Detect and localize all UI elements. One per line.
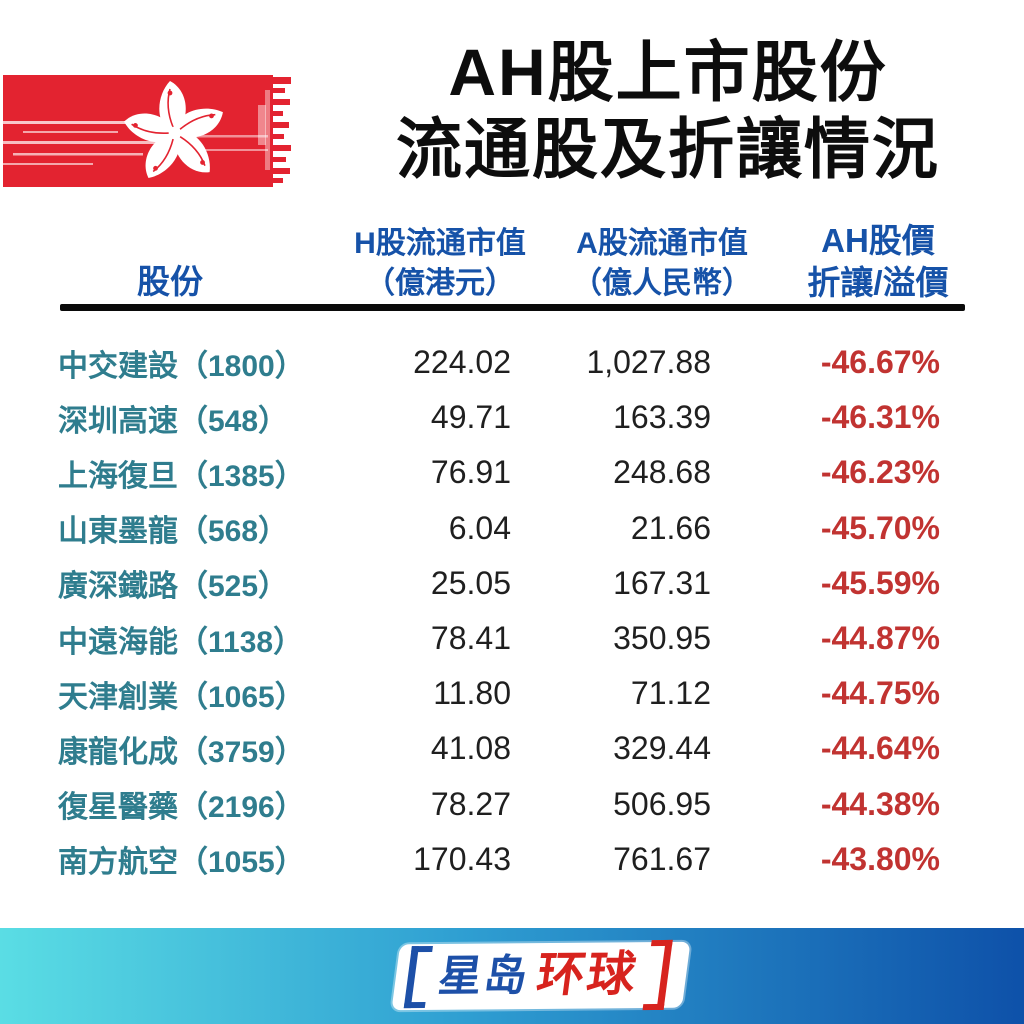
header-divider-line <box>60 304 965 311</box>
premium-value: -46.31% <box>820 399 940 436</box>
table-row: 廣深鐵路（525） 25.05 167.31 -45.59% <box>0 556 1024 611</box>
table-row: 山東墨龍（568） 6.04 21.66 -45.70% <box>0 501 1024 556</box>
a-cap-value: 248.68 <box>613 454 711 491</box>
page-title-line1: AH股上市股份 <box>448 35 888 109</box>
stock-name: 山東墨龍（568） <box>58 515 289 549</box>
logo-text-blue: 星岛 <box>435 951 533 1001</box>
logo-left-bracket-icon <box>403 945 433 1009</box>
column-header-a-cap: A股流通市值 （億人民幣） <box>572 227 752 300</box>
table-row: 深圳高速（548） 49.71 163.39 -46.31% <box>0 390 1024 445</box>
logo-right-bracket-icon <box>642 939 673 1011</box>
footer-banner: 星岛 环球 <box>0 928 1024 1024</box>
premium-value: -44.64% <box>820 730 940 767</box>
logo-text-red: 环球 <box>533 948 641 1003</box>
a-cap-value: 350.95 <box>613 620 711 657</box>
singtao-global-logo: 星岛 环球 <box>391 939 691 1011</box>
table-row: 中交建設（1800） 224.02 1,027.88 -46.67% <box>0 335 1024 390</box>
premium-value: -46.23% <box>820 454 940 491</box>
a-cap-value: 71.12 <box>630 675 711 712</box>
stock-name: 康龍化成（3759） <box>58 735 305 769</box>
stock-name: 南方航空（1055） <box>58 846 305 880</box>
h-cap-value: 78.41 <box>430 620 511 657</box>
stock-name: 中交建設（1800） <box>58 349 305 383</box>
table-row: 康龍化成（3759） 41.08 329.44 -44.64% <box>0 721 1024 776</box>
column-header-h-cap: H股流通市值 （億港元） <box>354 227 526 300</box>
h-cap-value: 49.71 <box>430 399 511 436</box>
a-cap-value: 163.39 <box>613 399 711 436</box>
table-row: 上海復旦（1385） 76.91 248.68 -46.23% <box>0 445 1024 500</box>
stock-name: 復星醫藥（2196） <box>58 791 305 825</box>
stock-name: 天津創業（1065） <box>58 680 305 714</box>
premium-value: -44.75% <box>820 675 940 712</box>
bauhinia-flower <box>119 81 229 186</box>
table-row: 天津創業（1065） 11.80 71.12 -44.75% <box>0 666 1024 721</box>
column-header-premium: AH股價 折讓/溢價 <box>807 222 949 301</box>
premium-value: -46.67% <box>820 344 940 381</box>
premium-value: -45.70% <box>820 509 940 546</box>
premium-value: -44.87% <box>820 620 940 657</box>
a-cap-value: 21.66 <box>630 509 711 546</box>
a-cap-value: 506.95 <box>613 785 711 822</box>
h-cap-value: 170.43 <box>413 840 511 877</box>
a-cap-value: 761.67 <box>613 840 711 877</box>
premium-value: -43.80% <box>820 840 940 877</box>
hong-kong-flag <box>3 75 291 187</box>
premium-value: -45.59% <box>820 564 940 601</box>
table-body: 中交建設（1800） 224.02 1,027.88 -46.67% 深圳高速（… <box>0 335 1024 887</box>
page-title: AH股上市股份 流通股及折讓情況 <box>396 34 940 188</box>
table-row: 南方航空（1055） 170.43 761.67 -43.80% <box>0 832 1024 887</box>
table-header: 股份 H股流通市值 （億港元） A股流通市值 （億人民幣） AH股價 折讓/溢價 <box>0 212 1024 301</box>
page-title-line2: 流通股及折讓情況 <box>396 112 940 186</box>
h-cap-value: 224.02 <box>413 344 511 381</box>
table-row: 中遠海能（1138） 78.41 350.95 -44.87% <box>0 611 1024 666</box>
h-cap-value: 41.08 <box>430 730 511 767</box>
h-cap-value: 25.05 <box>430 564 511 601</box>
h-cap-value: 11.80 <box>433 675 511 712</box>
stock-name: 上海復旦（1385） <box>58 459 305 493</box>
hong-kong-flag-graphic <box>3 75 291 187</box>
stock-name: 廣深鐵路（525） <box>58 570 289 604</box>
premium-value: -44.38% <box>820 785 940 822</box>
stock-name: 中遠海能（1138） <box>58 625 304 659</box>
h-cap-value: 76.91 <box>430 454 511 491</box>
column-header-stock: 股份 <box>137 263 203 300</box>
a-cap-value: 167.31 <box>613 564 711 601</box>
a-cap-value: 329.44 <box>613 730 711 767</box>
stock-name: 深圳高速（548） <box>58 404 289 438</box>
h-cap-value: 78.27 <box>430 785 511 822</box>
a-cap-value: 1,027.88 <box>586 344 711 381</box>
table-row: 復星醫藥（2196） 78.27 506.95 -44.38% <box>0 777 1024 832</box>
h-cap-value: 6.04 <box>448 509 511 546</box>
